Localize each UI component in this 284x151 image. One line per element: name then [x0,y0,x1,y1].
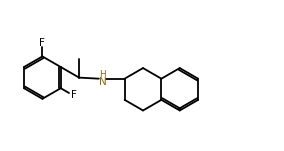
Text: H: H [99,70,106,79]
Text: F: F [39,38,45,48]
Text: F: F [71,90,77,100]
Text: N: N [99,77,106,87]
